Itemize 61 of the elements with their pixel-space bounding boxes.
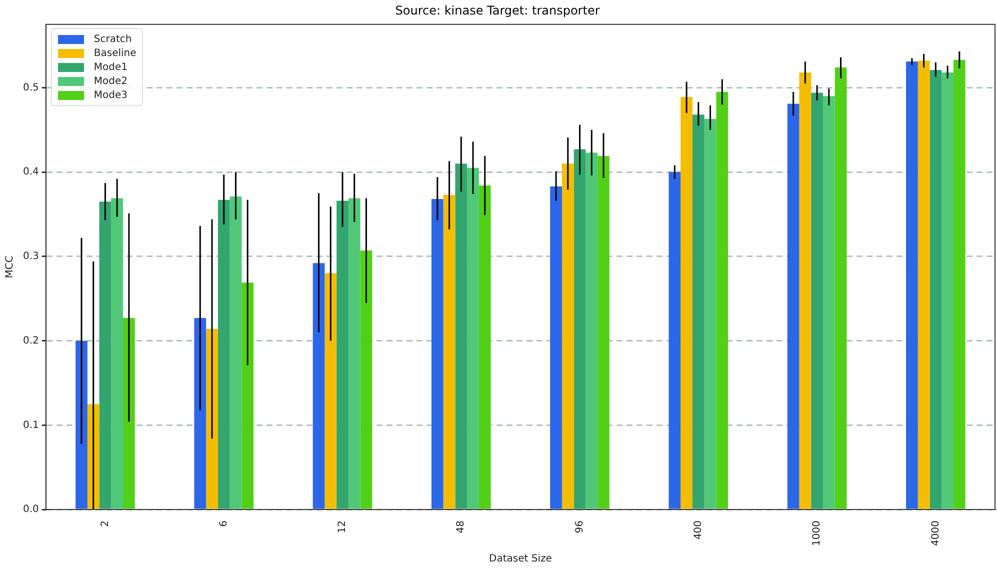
- bar: [668, 172, 681, 509]
- x-tick-label: 1000: [812, 520, 823, 546]
- y-tick-label: 0.1: [22, 420, 39, 431]
- bar: [906, 62, 918, 509]
- x-axis-title: Dataset Size: [489, 554, 552, 565]
- bar: [230, 196, 242, 509]
- bar: [443, 194, 456, 509]
- y-tick-label: 0.5: [22, 82, 39, 94]
- bar: [312, 263, 325, 509]
- bar: [111, 198, 124, 509]
- legend-label: Scratch: [94, 34, 132, 45]
- y-tick-label: 0.3: [22, 251, 39, 262]
- x-tick-label: 48: [456, 520, 467, 534]
- bar: [942, 72, 954, 509]
- y-axis-title: MCC: [4, 256, 16, 278]
- bar: [123, 318, 135, 509]
- bar: [562, 164, 574, 509]
- legend-label: Mode3: [94, 90, 128, 101]
- legend-label: Baseline: [94, 48, 136, 59]
- x-tick-label: 96: [574, 520, 586, 534]
- bar: [930, 70, 942, 509]
- bar: [76, 340, 88, 509]
- bar: [822, 96, 835, 509]
- bar: [194, 318, 206, 509]
- bar: [574, 149, 586, 509]
- x-tick-label: 400: [693, 520, 704, 540]
- bar: [218, 200, 230, 509]
- bar: [336, 200, 348, 509]
- y-tick-label: 0.2: [22, 335, 39, 346]
- y-tick-label: 0.4: [22, 166, 39, 178]
- bar: [324, 273, 337, 509]
- x-tick-label: 12: [337, 520, 348, 534]
- bar: [478, 186, 491, 509]
- bar: [431, 199, 444, 509]
- bar: [598, 156, 610, 509]
- bar: [692, 114, 704, 509]
- bar: [348, 198, 360, 509]
- x-tick-label: 4000: [930, 520, 942, 546]
- bar: [787, 104, 800, 509]
- bar: [455, 164, 468, 509]
- bar: [704, 118, 716, 509]
- bar: [716, 92, 728, 509]
- y-tick-label: 0.0: [22, 504, 39, 516]
- bar: [834, 67, 847, 509]
- bar: [242, 282, 254, 509]
- x-tick-label: 2: [100, 520, 111, 527]
- bar: [918, 60, 930, 509]
- bar: [680, 96, 692, 509]
- chart-title: Source: kinase Target: transporter: [395, 3, 600, 18]
- bar: [953, 60, 966, 509]
- bar: [550, 186, 562, 509]
- bar: [206, 328, 218, 509]
- legend-label: Mode2: [94, 76, 128, 87]
- legend-label: Mode1: [94, 62, 128, 73]
- x-tick-label: 6: [218, 520, 230, 527]
- bar: [360, 250, 372, 509]
- bar: [99, 202, 112, 509]
- bar: [586, 152, 598, 509]
- bar: [799, 72, 812, 509]
- bar: [811, 92, 823, 509]
- bar: [467, 168, 479, 509]
